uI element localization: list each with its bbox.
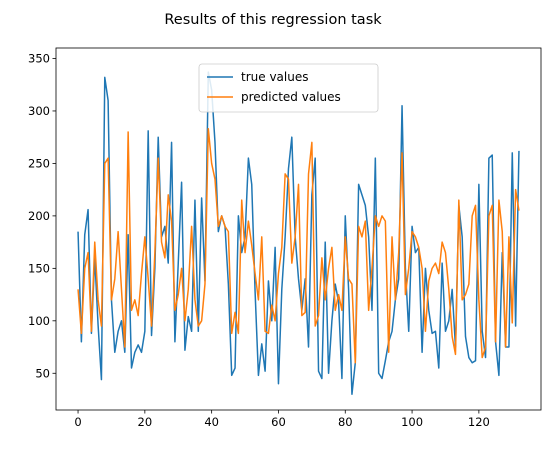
y-tick-label: 300 [28, 104, 50, 118]
y-tick-label: 250 [28, 156, 50, 170]
axes-frame [55, 47, 542, 411]
x-tick-label: 0 [74, 415, 81, 429]
x-tick-label: 120 [468, 415, 490, 429]
x-tick-label: 100 [401, 415, 423, 429]
y-tick-label: 200 [28, 209, 50, 223]
y-tick-label: 50 [35, 366, 50, 380]
legend-box [198, 63, 379, 113]
y-tick-label: 100 [28, 314, 50, 328]
y-tick-label: 150 [28, 261, 50, 275]
axis-ticks: 0 20 40 60 80 100 120 50 100 150 200 250 300 350 [28, 51, 490, 429]
series-line-true-values [77, 71, 520, 396]
legend-label: true values [241, 70, 308, 84]
x-tick-label: 80 [338, 415, 353, 429]
y-tick-label: 350 [28, 51, 50, 65]
legend: true values predicted values [198, 63, 379, 113]
x-tick-label: 20 [138, 415, 153, 429]
x-tick-label: 40 [204, 415, 219, 429]
x-tick-label: 60 [271, 415, 286, 429]
plot-area [77, 71, 520, 396]
legend-label: predicted values [241, 90, 341, 104]
chart-title: Results of this regression task [164, 12, 382, 28]
series-line-predicted-values [77, 128, 520, 364]
